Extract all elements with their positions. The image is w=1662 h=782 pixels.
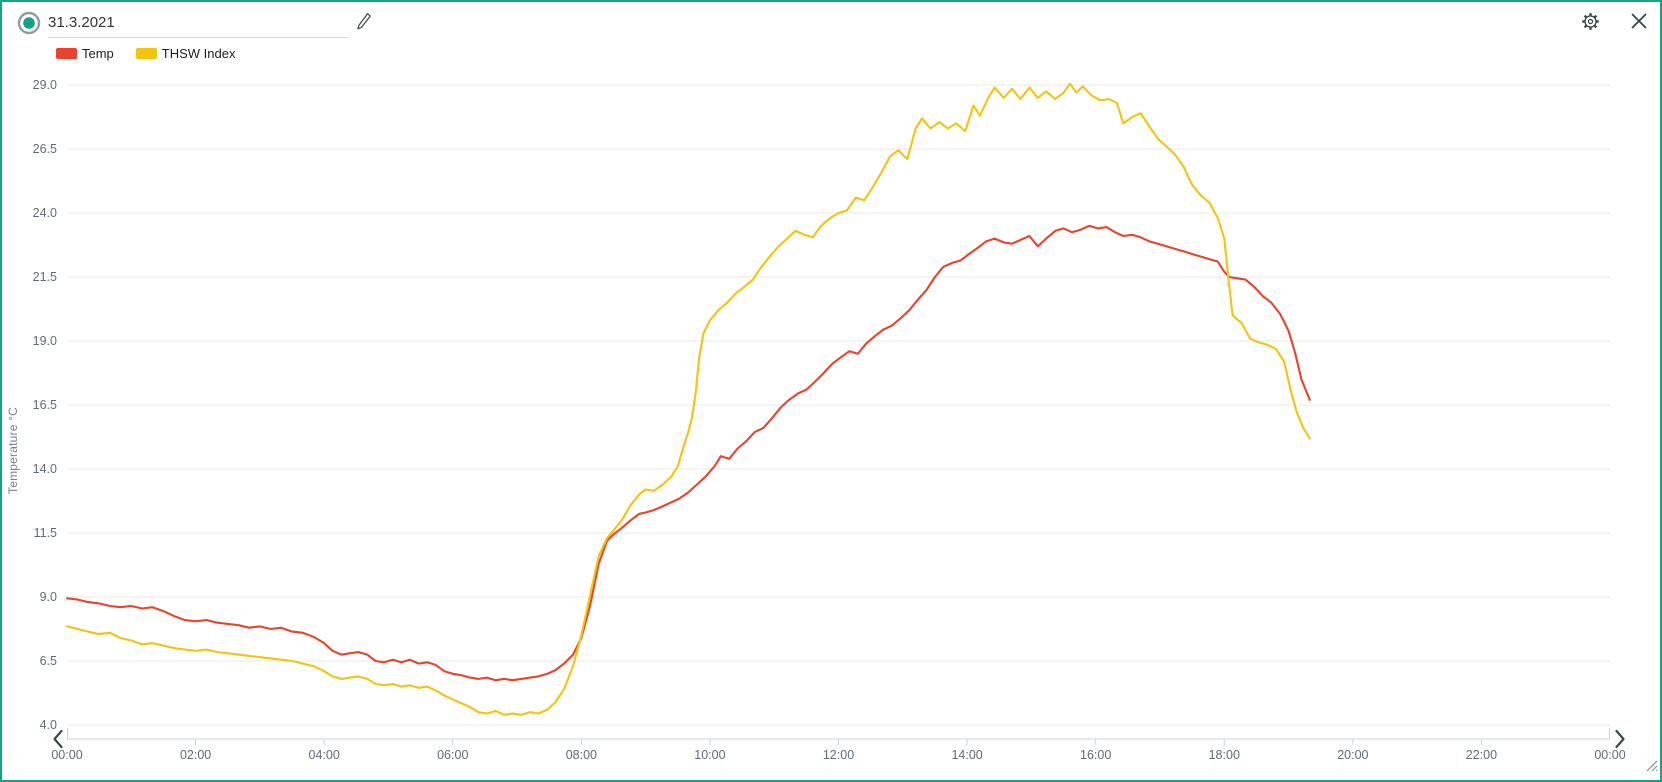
- x-tick-label: 02:00: [180, 748, 211, 762]
- x-tick-label: 00:00: [51, 748, 82, 762]
- temp-series-line: [65, 224, 1311, 682]
- y-tick-label: 14.0: [33, 462, 57, 476]
- previous-day-chevron-left-icon[interactable]: [50, 728, 66, 750]
- y-tick-label: 16.5: [33, 398, 57, 412]
- legend-item-thsw-index[interactable]: THSW Index: [135, 46, 236, 61]
- y-tick-label: 21.5: [33, 270, 57, 284]
- edit-date-pencil-icon[interactable]: [354, 11, 374, 33]
- x-tick-label: 20:00: [1337, 748, 1368, 762]
- temp-series-swatch-icon: [56, 48, 77, 59]
- y-tick-label: 19.0: [33, 334, 57, 348]
- legend-label-thsw-index: THSW Index: [161, 46, 236, 61]
- y-tick-label: 11.5: [34, 526, 57, 540]
- y-tick-label: 6.5: [40, 654, 57, 668]
- x-tick-label: 10:00: [694, 748, 725, 762]
- x-tick-label: 08:00: [566, 748, 597, 762]
- y-tick-label: 26.5: [33, 142, 57, 156]
- next-day-chevron-right-icon[interactable]: [1612, 728, 1628, 750]
- y-tick-label: 9.0: [40, 590, 57, 604]
- x-tick-label: 04:00: [309, 748, 340, 762]
- x-tick-label: 14:00: [951, 748, 982, 762]
- date-value: 31.3.2021: [48, 14, 115, 31]
- settings-gear-icon[interactable]: [1581, 12, 1600, 31]
- thsw-index-series-line: [65, 82, 1311, 716]
- x-tick-label: 12:00: [823, 748, 854, 762]
- x-tick-label: 22:00: [1466, 748, 1497, 762]
- legend-item-temp[interactable]: Temp: [56, 46, 114, 61]
- y-tick-label: 24.0: [33, 206, 57, 220]
- x-tick-label: 18:00: [1209, 748, 1240, 762]
- x-tick-label: 16:00: [1080, 748, 1111, 762]
- close-icon[interactable]: [1631, 13, 1647, 29]
- active-day-radio-icon[interactable]: [16, 10, 42, 36]
- resize-grip-icon[interactable]: [1644, 758, 1658, 772]
- y-tick-label: 4.0: [40, 718, 57, 732]
- legend-label-temp: Temp: [82, 46, 114, 61]
- x-tick-label: 06:00: [437, 748, 468, 762]
- y-tick-label: 29.0: [33, 78, 57, 92]
- date-input[interactable]: 31.3.2021: [48, 11, 348, 38]
- thsw-series-swatch-icon: [135, 48, 157, 59]
- chart-legend: Temp THSW Index: [56, 46, 235, 61]
- x-tick-label: 00:00: [1594, 748, 1625, 762]
